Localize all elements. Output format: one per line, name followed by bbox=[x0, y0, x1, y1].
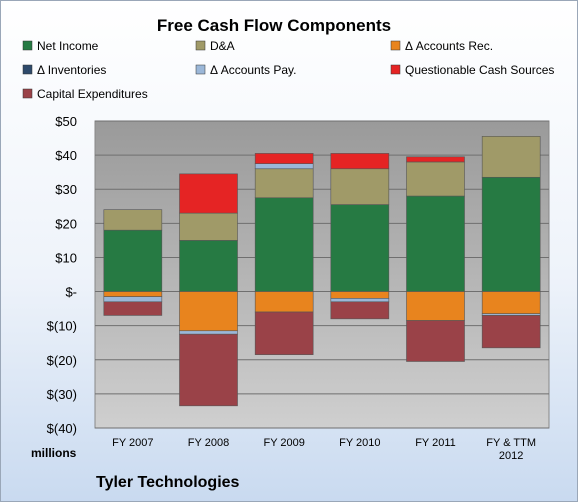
y-tick-label: $(40) bbox=[47, 421, 77, 436]
bar-segment-accounts-rec bbox=[330, 291, 390, 299]
legend-label-net-income: Net Income bbox=[37, 39, 99, 53]
y-tick-label: $- bbox=[65, 285, 77, 300]
bar-segment-d-a bbox=[179, 212, 238, 241]
legend-label-d-a: D&A bbox=[210, 39, 235, 53]
y-tick-label: $40 bbox=[55, 148, 77, 163]
chart-title: Free Cash Flow Components bbox=[157, 16, 391, 35]
plot-area bbox=[94, 120, 550, 429]
bar-segment-net-income bbox=[406, 195, 465, 292]
y-tick-label: $30 bbox=[55, 182, 77, 197]
bar-segment-accounts-pay bbox=[254, 163, 314, 170]
y-tick-label: $(30) bbox=[47, 387, 77, 402]
bars bbox=[103, 136, 541, 407]
x-axis-ticks: FY 2007 FY 2008 FY 2009 FY 2010 FY 2011 FY & … bbox=[112, 437, 536, 462]
bar-segment-d-a bbox=[103, 209, 163, 231]
bar-segment-net-income bbox=[481, 176, 541, 292]
y-tick-label: $(10) bbox=[47, 319, 77, 334]
bar-segment-accounts-rec bbox=[103, 291, 163, 297]
legend-label-inventories: Δ Inventories bbox=[37, 63, 106, 77]
bar-segment-net-income bbox=[330, 204, 390, 292]
bar-segment-questionable-cash-sources bbox=[330, 153, 390, 170]
bar-segment-capital-expenditures bbox=[481, 315, 541, 349]
units-label: millions bbox=[31, 446, 77, 460]
legend-label-capital-expenditures: Capital Expenditures bbox=[37, 87, 148, 101]
bar-segment-net-income bbox=[103, 229, 163, 292]
bar-segment-net-income bbox=[254, 197, 314, 292]
bar-segment-accounts-pay bbox=[103, 296, 163, 303]
legend-swatch-accounts-pay bbox=[195, 64, 206, 75]
legend-swatch-questionable-cash-sources bbox=[390, 64, 401, 75]
legend: Net Income D&A Δ Accounts Rec. Δ Inventorie… bbox=[22, 39, 554, 101]
x-tick-label: FY 2011 bbox=[415, 437, 456, 449]
bar-segment-accounts-rec bbox=[179, 291, 238, 332]
bar-segment-capital-expenditures bbox=[254, 311, 314, 355]
x-tick-label: FY & TTM 2012 bbox=[486, 437, 536, 462]
legend-swatch-accounts-rec bbox=[390, 40, 401, 51]
bar-segment-accounts-rec bbox=[254, 291, 314, 313]
bar-segment-d-a bbox=[330, 168, 390, 205]
bar-segment-accounts-pay bbox=[179, 330, 238, 335]
bar-segment-questionable-cash-sources bbox=[254, 153, 314, 164]
bar-segment-accounts-rec bbox=[481, 291, 541, 315]
x-tick-label: FY 2010 bbox=[339, 437, 380, 449]
y-axis-ticks: $(40) $(30) $(20) $(10) $- $10 $20 $30 $40 $50 bbox=[47, 114, 77, 436]
bar-segment-questionable-cash-sources bbox=[179, 173, 238, 214]
legend-swatch-d-a bbox=[195, 40, 206, 51]
x-tick-label: FY 2007 bbox=[112, 437, 153, 449]
legend-label-questionable-cash-sources: Questionable Cash Sources bbox=[405, 63, 554, 77]
bar-segment-d-a bbox=[406, 161, 465, 197]
bar-segment-d-a bbox=[481, 136, 541, 178]
bar-segment-accounts-rec bbox=[406, 291, 465, 321]
legend-swatch-inventories bbox=[22, 64, 33, 75]
x-tick-label: FY 2008 bbox=[188, 437, 229, 449]
bar-segment-d-a bbox=[254, 168, 314, 199]
legend-swatch-net-income bbox=[22, 40, 33, 51]
bar-segment-questionable-cash-sources bbox=[406, 156, 465, 163]
bar-segment-net-income bbox=[179, 240, 238, 292]
y-tick-label: $50 bbox=[55, 114, 77, 129]
legend-label-accounts-rec: Δ Accounts Rec. bbox=[405, 39, 493, 53]
bar-segment-capital-expenditures bbox=[406, 320, 465, 362]
company-name: Tyler Technologies bbox=[96, 474, 240, 491]
legend-swatch-capital-expenditures bbox=[22, 88, 33, 99]
y-tick-label: $(20) bbox=[47, 353, 77, 368]
gridlines bbox=[95, 120, 549, 429]
y-tick-label: $20 bbox=[55, 216, 77, 231]
y-tick-label: $10 bbox=[55, 250, 77, 265]
bar-segment-accounts-pay bbox=[330, 298, 390, 303]
bar-segment-capital-expenditures bbox=[179, 333, 238, 407]
legend-label-accounts-pay: Δ Accounts Pay. bbox=[210, 63, 297, 77]
x-tick-label: FY 2009 bbox=[263, 437, 304, 449]
bar-segment-capital-expenditures bbox=[330, 301, 390, 320]
bar-segment-capital-expenditures bbox=[103, 301, 163, 316]
